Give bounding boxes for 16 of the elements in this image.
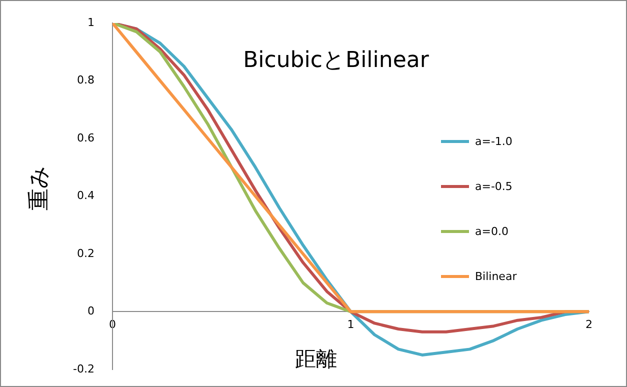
legend-label: a=-1.0	[475, 135, 512, 148]
y-tick-label: 0.2	[76, 246, 94, 260]
y-tick-label: 0.8	[76, 74, 94, 87]
text: BicubicとBilinear	[242, 47, 430, 75]
y-tick-label: 0.6	[76, 131, 94, 144]
x-tick-label: 1	[347, 318, 354, 332]
y-axis-title: 重み	[26, 164, 53, 212]
y-tick-label: 0	[87, 304, 94, 318]
y-tick-label: -0.2	[72, 362, 94, 376]
legend-label: Bilinear	[475, 270, 517, 283]
x-axis-title: 距離	[294, 346, 338, 373]
legend-label: a=-0.5	[475, 180, 512, 193]
legend-label: a=0.0	[475, 225, 508, 238]
x-tick-label: 2	[586, 318, 592, 332]
y-tick-label: 1	[87, 16, 94, 29]
y-tick-label: 0.4	[76, 189, 94, 202]
